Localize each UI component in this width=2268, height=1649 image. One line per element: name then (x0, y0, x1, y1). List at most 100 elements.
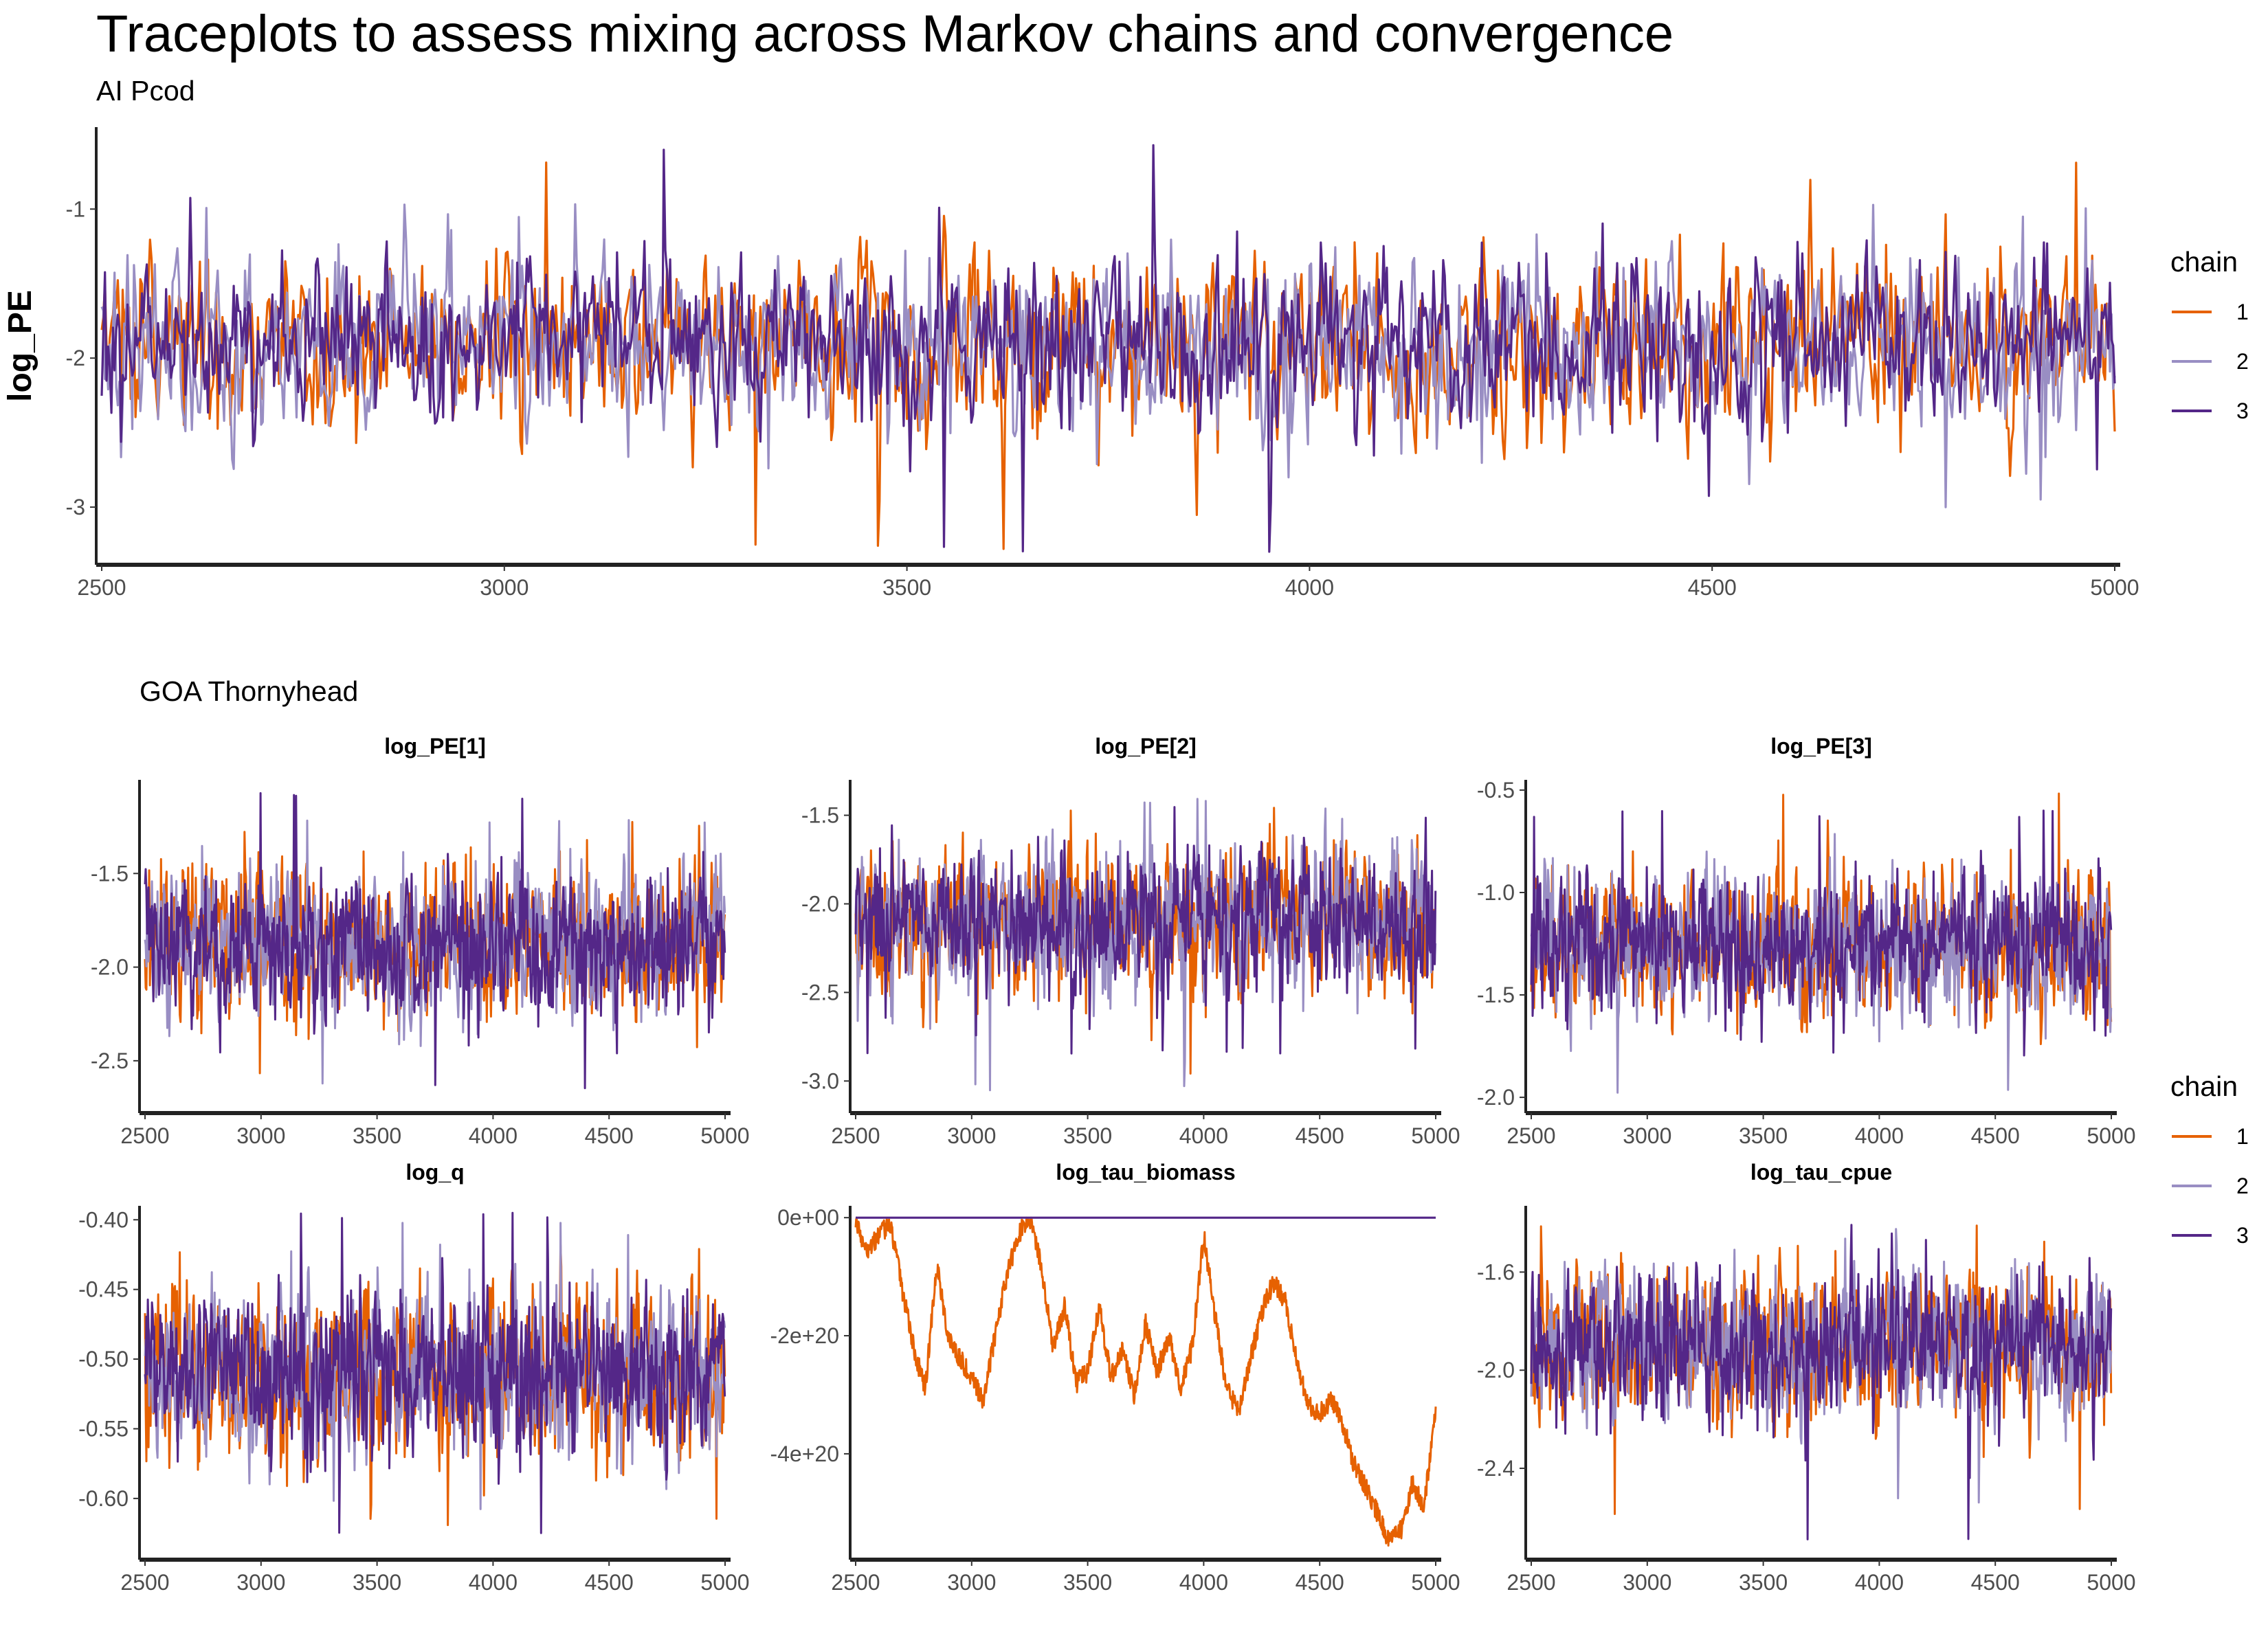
series-group (144, 792, 726, 1090)
x-tick-label: 3000 (480, 575, 529, 600)
series-group (144, 1211, 726, 1534)
panel-log-pe-2: log_PE[2] 2500 3000 3500 4000 4500 5000 -1.5 -2.… (801, 734, 1460, 1148)
y-tick-label: -2.4 (1477, 1456, 1515, 1481)
x-tick-label: 3500 (1063, 1570, 1112, 1595)
panel-log-tau-cpue: log_tau_cpue 2500 3000 3500 4000 4500 5000 -1.6… (1477, 1160, 2136, 1595)
series-line-chain-3 (144, 1211, 726, 1534)
x-tick-label: 4000 (1285, 575, 1334, 600)
y-tick-label: -0.50 (78, 1347, 129, 1371)
legend-label-chain-2: 2 (2236, 349, 2249, 374)
y-tick-label: -0.55 (78, 1416, 129, 1441)
x-tick-label: 2500 (1507, 1123, 1555, 1148)
legend-bottom: chain 1 2 3 (2170, 1070, 2249, 1248)
y-tick-label: -3.0 (801, 1068, 839, 1093)
x-tick-label: 4500 (1971, 1570, 2020, 1595)
x-tick-label: 4000 (1179, 1570, 1228, 1595)
y-tick-label: -1.5 (801, 803, 839, 828)
x-tick-label: 5000 (1411, 1123, 1460, 1148)
legends: chain 1 2 3 chain 1 2 3 (2170, 246, 2249, 1248)
x-tick-label: 4000 (1855, 1123, 1904, 1148)
y-tick-label: -0.60 (78, 1486, 129, 1511)
legend-title: chain (2170, 246, 2238, 278)
x-tick-label: 3000 (236, 1570, 285, 1595)
y-tick-label: -0.45 (78, 1277, 129, 1302)
x-tick-label: 4500 (1296, 1570, 1344, 1595)
x-tick-label: 2500 (831, 1123, 880, 1148)
y-axis-label: log_PE (2, 290, 38, 402)
x-tick-label: 4500 (1296, 1123, 1344, 1148)
y-tick-label: -1.5 (91, 861, 129, 886)
x-tick-label: 4000 (1855, 1570, 1904, 1595)
y-tick-label: -1.0 (1477, 880, 1515, 905)
legend-label-chain-1: 1 (2236, 300, 2249, 324)
y-tick-label: -0.5 (1477, 778, 1515, 803)
x-tick-label: 5000 (2087, 1570, 2135, 1595)
series-line-chain-3 (1530, 809, 2113, 1057)
legend-label-chain-3: 3 (2236, 399, 2249, 423)
series-group (1530, 792, 2113, 1094)
figure-title: Traceplots to assess mixing across Marko… (96, 5, 1674, 63)
x-tick-label: 5000 (700, 1570, 749, 1595)
x-tick-label: 5000 (2090, 575, 2139, 600)
legend-label-chain-2: 2 (2236, 1174, 2249, 1198)
y-tick-label: -1.6 (1477, 1259, 1515, 1284)
x-tick-label: 2500 (77, 575, 126, 600)
panel-title: log_tau_cpue (1750, 1160, 1892, 1185)
y-tick-label: -2.0 (1477, 1085, 1515, 1110)
y-tick-label: -1 (66, 197, 85, 221)
x-tick-label: 3000 (947, 1123, 996, 1148)
panel-log-q: log_q 2500 3000 3500 4000 4500 5000 -0.40 -0.45 -… (78, 1160, 750, 1595)
x-tick-label: 4000 (469, 1570, 518, 1595)
panel-log-pe-3: log_PE[3] 2500 3000 3500 4000 4500 5000 -0.5 -1.… (1477, 734, 2136, 1148)
x-tick-label: 2500 (831, 1570, 880, 1595)
x-tick-label: 3500 (1739, 1570, 1788, 1595)
x-tick-label: 4500 (1688, 575, 1737, 600)
x-tick-label: 3500 (1063, 1123, 1112, 1148)
series-line-chain-2 (144, 1222, 726, 1510)
x-tick-label: 3500 (353, 1123, 401, 1148)
series-line-chain-3 (1530, 1224, 2113, 1540)
x-tick-label: 3000 (1623, 1123, 1671, 1148)
y-tick-label: -1.5 (1477, 983, 1515, 1007)
x-tick-label: 2500 (1507, 1570, 1555, 1595)
legend-label-chain-1: 1 (2236, 1124, 2249, 1149)
series-group (1530, 1224, 2113, 1540)
series-line-chain-3 (854, 806, 1437, 1055)
series-group (854, 1216, 1437, 1547)
legend-top: chain 1 2 3 (2170, 246, 2249, 423)
panel-title: log_tau_biomass (1056, 1160, 1235, 1185)
panel-log-tau-biomass: log_tau_biomass 2500 3000 3500 4000 4500 5000 0… (770, 1160, 1460, 1595)
panel-title: log_PE[2] (1095, 734, 1197, 759)
x-tick-label: 4500 (1971, 1123, 2020, 1148)
x-tick-label: 5000 (1411, 1570, 1460, 1595)
x-tick-label: 3000 (236, 1123, 285, 1148)
y-tick-label: -4e+20 (770, 1442, 839, 1466)
x-tick-label: 3500 (353, 1570, 401, 1595)
y-tick-label: -2.0 (801, 891, 839, 916)
y-tick-label: -2.0 (1477, 1358, 1515, 1382)
y-tick-label: -2.5 (91, 1048, 129, 1073)
series-line-chain-3 (100, 144, 2116, 553)
x-tick-label: 3500 (882, 575, 931, 600)
series-group (854, 798, 1437, 1092)
panel-title: log_PE[1] (384, 734, 486, 759)
y-tick-label: -3 (66, 495, 85, 519)
series-line-chain-1 (854, 1216, 1437, 1547)
panel-log-pe-main: log_PE 2500 3000 3500 4000 4500 5000 -1 -2 -3 (2, 127, 2139, 600)
y-tick-label: 0e+00 (777, 1205, 839, 1230)
x-tick-label: 2500 (120, 1123, 169, 1148)
legend-label-chain-3: 3 (2236, 1223, 2249, 1248)
x-tick-label: 4500 (585, 1570, 634, 1595)
y-tick-label: -0.40 (78, 1207, 129, 1232)
x-tick-label: 3000 (947, 1570, 996, 1595)
x-tick-label: 3500 (1739, 1123, 1788, 1148)
x-tick-label: 5000 (2087, 1123, 2135, 1148)
top-subtitle: AI Pcod (96, 75, 195, 106)
y-tick-label: -2.0 (91, 955, 129, 980)
series-line-chain-3 (144, 792, 726, 1090)
panel-title: log_q (405, 1160, 464, 1185)
panel-log-pe-1: log_PE[1] 2500 3000 3500 4000 4500 5000 -1.5 -2.… (91, 734, 750, 1148)
x-tick-label: 2500 (120, 1570, 169, 1595)
